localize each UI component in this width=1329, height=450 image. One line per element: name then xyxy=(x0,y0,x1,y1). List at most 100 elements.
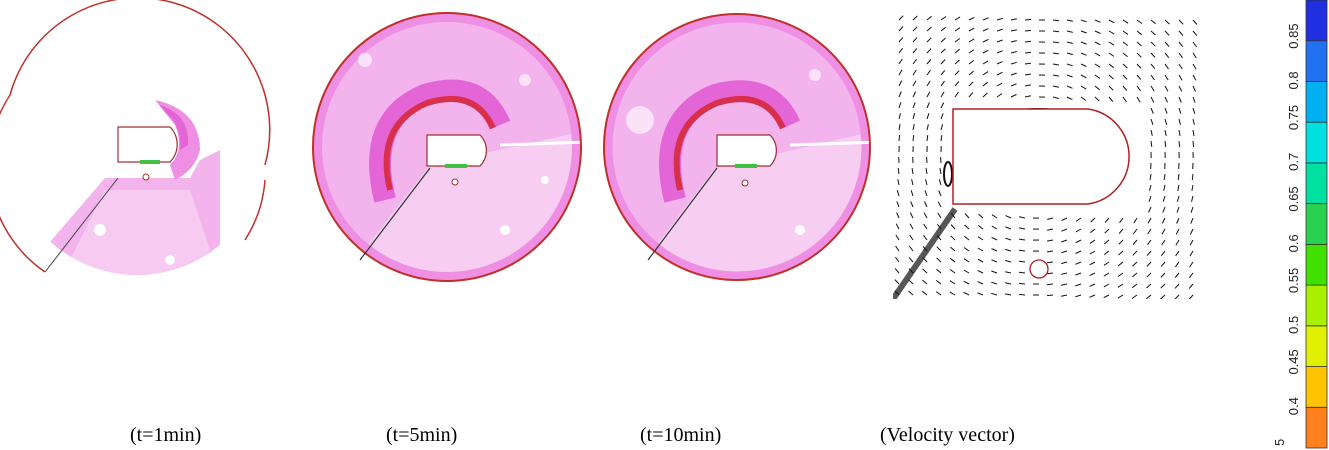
velocity-arrow xyxy=(1094,41,1101,46)
velocity-arrow xyxy=(1192,30,1198,37)
velocity-arrow xyxy=(1010,72,1017,76)
velocity-arrow xyxy=(1164,41,1170,47)
velocity-arrow xyxy=(1046,283,1054,286)
legend-swatch xyxy=(1305,203,1328,245)
velocity-arrow xyxy=(949,269,956,274)
velocity-arrow xyxy=(898,91,902,98)
velocity-arrow xyxy=(1122,85,1128,91)
velocity-arrow xyxy=(1080,41,1087,45)
velocity-arrow xyxy=(1150,30,1156,36)
velocity-arrow xyxy=(898,102,902,109)
velocity-arrow xyxy=(1018,282,1026,285)
velocity-arrow xyxy=(991,248,998,252)
velocity-arrow xyxy=(1005,293,1012,296)
velocity-arrow xyxy=(1122,30,1129,35)
velocity-arrow xyxy=(1047,250,1054,253)
velocity-arrow xyxy=(996,71,1003,76)
velocity-arrow xyxy=(1175,228,1180,235)
velocity-arrow xyxy=(1149,173,1152,180)
velocity-arrow xyxy=(937,212,942,219)
velocity-arrow xyxy=(938,190,942,197)
velocity-arrow xyxy=(1145,294,1152,299)
velocity-arrow xyxy=(963,291,970,296)
velocity-arrow xyxy=(1132,272,1138,278)
velocity-arrow xyxy=(926,91,931,98)
velocity-arrow xyxy=(996,93,1003,98)
velocity-arrow xyxy=(1080,19,1087,23)
velocity-arrow xyxy=(954,59,960,65)
velocity-arrow xyxy=(1024,84,1031,87)
velocity-arrow xyxy=(1066,63,1073,67)
velocity-arrow xyxy=(991,236,998,241)
velocity-arrow xyxy=(949,257,956,263)
velocity-arrow xyxy=(968,27,975,32)
velocity-arrow xyxy=(1160,294,1166,299)
velocity-arrow xyxy=(926,37,932,43)
velocity-arrow xyxy=(912,26,918,32)
velocity-arrow xyxy=(950,235,956,241)
velocity-arrow xyxy=(898,58,903,65)
velocity-arrow xyxy=(926,69,931,76)
legend-label: 0.85 xyxy=(1286,23,1301,48)
velocity-arrow xyxy=(1047,228,1054,231)
velocity-arrow xyxy=(1080,74,1087,79)
velocity-arrow xyxy=(1189,261,1194,268)
velocity-arrow xyxy=(1005,237,1012,241)
velocity-arrow xyxy=(1132,228,1138,235)
velocity-arrow xyxy=(940,70,946,76)
velocity-arrow xyxy=(911,168,914,175)
velocity-arrow xyxy=(1164,52,1170,59)
velocity-arrow xyxy=(1178,74,1183,81)
legend-label: 0.65 xyxy=(1286,186,1301,211)
velocity-arrow xyxy=(1060,283,1068,286)
legend-swatch xyxy=(1305,243,1328,286)
velocity-arrow xyxy=(1148,206,1152,213)
velocity-arrow xyxy=(1117,272,1124,277)
velocity-arrow xyxy=(1094,74,1101,79)
velocity-arrow xyxy=(1164,140,1167,148)
velocity-arrow xyxy=(1149,184,1152,191)
velocity-arrow xyxy=(912,15,918,21)
velocity-arrow xyxy=(1191,173,1194,181)
velocity-arrow xyxy=(1122,96,1127,103)
velocity-arrow xyxy=(1080,63,1087,67)
velocity-arrow xyxy=(940,26,947,32)
velocity-arrow xyxy=(1089,239,1096,244)
velocity-arrow xyxy=(982,92,988,98)
velocity-arrow xyxy=(1075,217,1082,222)
velocity-arrow xyxy=(896,212,900,219)
velocity-arrow xyxy=(949,291,956,296)
velocity-arrow xyxy=(1117,283,1124,288)
velocity-arrow xyxy=(1164,30,1170,36)
velocity-arrow xyxy=(1178,140,1181,148)
velocity-arrow xyxy=(982,38,989,43)
velocity-arrow xyxy=(1162,195,1166,202)
velocity-arrow xyxy=(923,212,928,219)
velocity-arrow xyxy=(1104,239,1110,245)
velocity-arrow xyxy=(982,71,989,76)
velocity-arrow xyxy=(940,37,946,43)
velocity-arrow xyxy=(977,292,984,296)
velocity-arrow xyxy=(1191,195,1194,202)
velocity-arrow xyxy=(1061,217,1068,221)
velocity-arrow xyxy=(1052,96,1059,99)
velocity-arrow xyxy=(954,16,961,21)
velocity-arrow xyxy=(1136,85,1141,92)
velocity-arrow xyxy=(1160,261,1166,267)
velocity-arrow xyxy=(1150,52,1156,58)
velocity-arrow xyxy=(1052,52,1059,55)
velocity-arrow xyxy=(926,124,929,131)
velocity-arrow xyxy=(1136,63,1142,69)
velocity-arrow xyxy=(1150,74,1155,81)
velocity-arrow xyxy=(1147,228,1152,235)
velocity-arrow xyxy=(968,81,974,87)
velocity-arrow xyxy=(897,167,900,175)
velocity-arrow xyxy=(1160,250,1166,257)
velocity-arrow xyxy=(1005,260,1012,263)
velocity-arrow xyxy=(1080,85,1087,90)
probe-marker xyxy=(142,173,150,181)
velocity-arrow xyxy=(1178,41,1184,48)
velocity-arrow xyxy=(977,269,984,274)
velocity-arrow xyxy=(1161,217,1166,224)
velocity-arrow xyxy=(1066,41,1073,44)
